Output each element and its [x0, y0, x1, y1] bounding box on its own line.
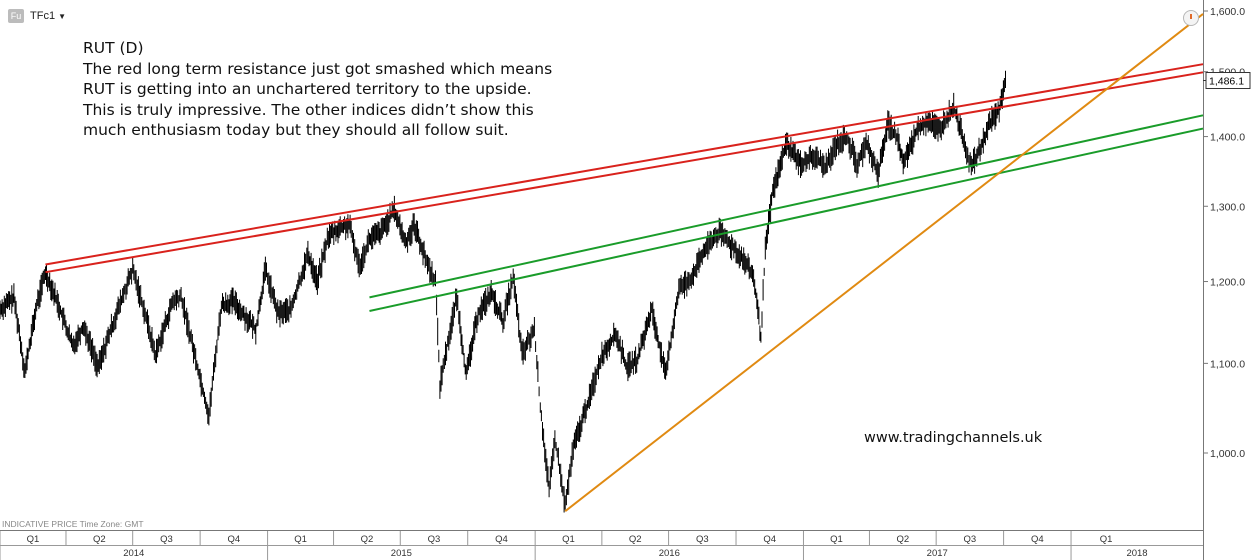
x-quarter-label: Q2: [896, 534, 909, 545]
x-year-label: 2015: [391, 548, 412, 559]
trendline: [564, 13, 1204, 512]
x-year-label: 2017: [927, 548, 948, 559]
y-tick-label: 1,600.0: [1210, 6, 1245, 18]
symbol-ticker[interactable]: TFc1: [30, 10, 56, 22]
x-quarter-label: Q3: [428, 534, 441, 545]
x-quarter-label: Q1: [562, 534, 575, 545]
annotation-line: The red long term resistance just got sm…: [83, 59, 553, 78]
clock-icon[interactable]: [1183, 10, 1199, 26]
caret-down-icon[interactable]: ▼: [58, 11, 66, 21]
price-label-box: [1205, 72, 1251, 90]
x-year-label: 2018: [1126, 548, 1147, 559]
symbol-bar[interactable]: Fu TFc1 ▼: [8, 8, 66, 24]
y-tick-label: 1,300.0: [1210, 201, 1245, 213]
x-quarter-label: Q1: [294, 534, 307, 545]
last-price-label: 1,486.1: [1209, 76, 1244, 88]
annotation-line: This is truly impressive. The other indi…: [83, 100, 534, 119]
x-quarter-label: Q1: [1100, 534, 1113, 545]
footer-note: INDICATIVE PRICE Time Zone: GMT: [2, 519, 144, 529]
y-tick-label: 1,100.0: [1210, 358, 1245, 370]
x-year-label: 2016: [659, 548, 680, 559]
x-quarter-label: Q4: [228, 534, 241, 545]
y-tick-label: 1,000.0: [1210, 448, 1245, 460]
trendline: [369, 127, 1204, 312]
x-quarter-label: Q2: [629, 534, 642, 545]
x-quarter-label: Q1: [27, 534, 40, 545]
x-quarter-label: Q1: [830, 534, 843, 545]
annotation-title: RUT (D): [83, 39, 144, 57]
y-tick-label: 1,200.0: [1210, 277, 1245, 289]
x-quarter-label: Q2: [93, 534, 106, 545]
futures-badge: Fu: [8, 9, 24, 23]
y-tick-label: 1,400.0: [1210, 132, 1245, 144]
x-quarter-label: Q4: [1031, 534, 1044, 545]
annotation-line: RUT is getting into an unchartered terri…: [83, 80, 532, 98]
y-axis-panel: [1203, 0, 1255, 560]
annotation-line: much enthusiasm today but they should al…: [83, 121, 509, 139]
trendline: [45, 63, 1204, 266]
x-year-label: 2014: [123, 548, 144, 559]
price-bars: [0, 70, 1006, 513]
x-quarter-label: Q2: [361, 534, 374, 545]
x-quarter-label: Q4: [763, 534, 776, 545]
x-quarter-label: Q3: [964, 534, 977, 545]
watermark-url: www.tradingchannels.uk: [864, 430, 1043, 446]
x-quarter-label: Q3: [696, 534, 709, 545]
x-quarter-label: Q3: [160, 534, 173, 545]
annotation-text: RUT (D) The red long term resistance jus…: [83, 38, 603, 141]
x-quarter-label: Q4: [495, 534, 508, 545]
trendline: [45, 71, 1204, 274]
trendline: [369, 114, 1204, 299]
